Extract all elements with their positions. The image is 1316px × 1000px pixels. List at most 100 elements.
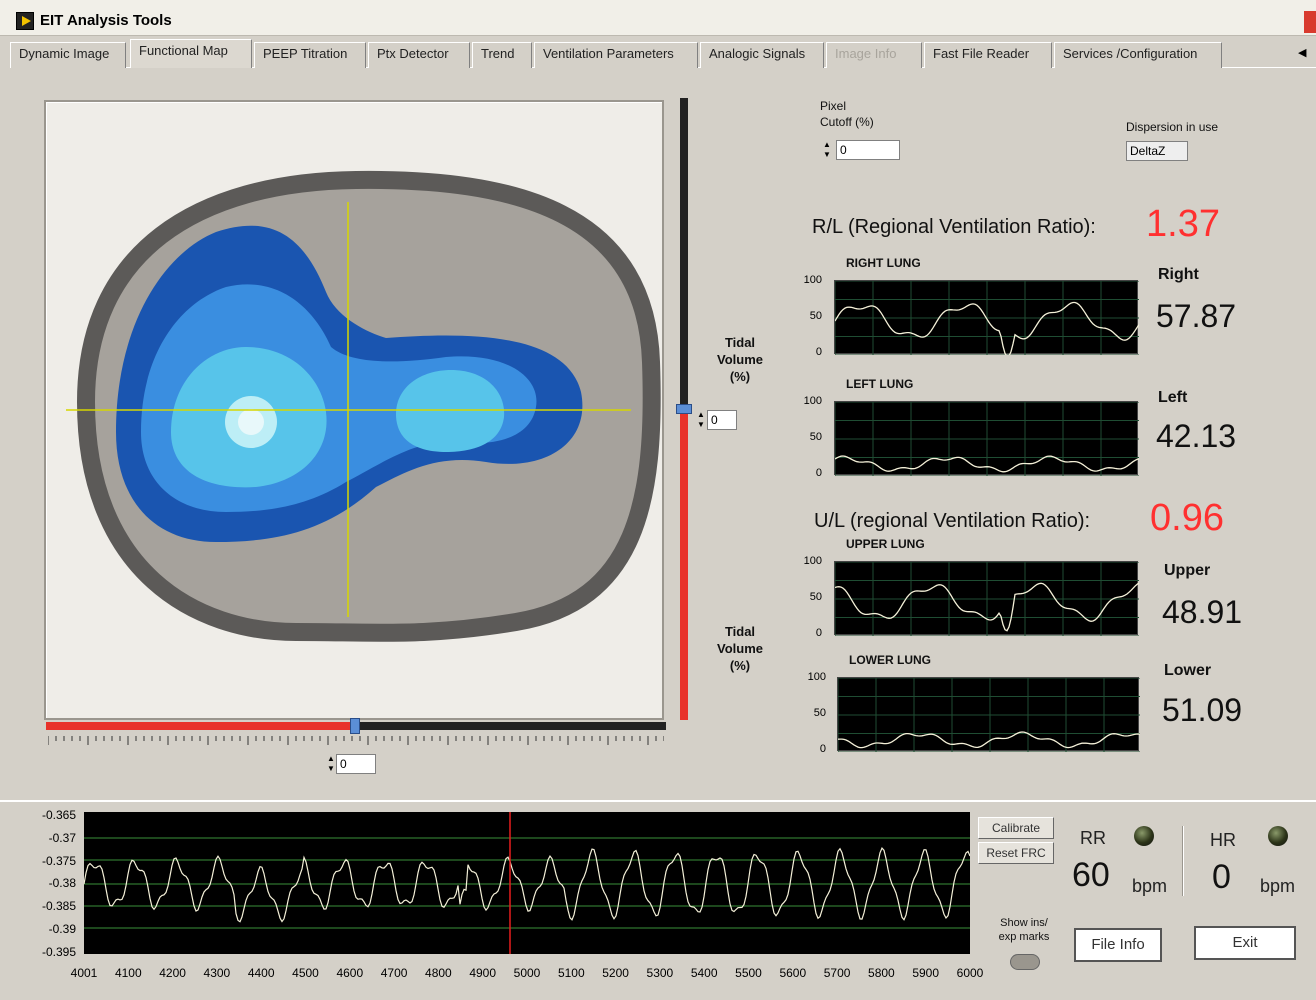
tab-peep-titration[interactable]: PEEP Titration [254,42,366,68]
lower-axis-50: 50 [813,707,826,719]
left-lung-trace [834,401,1140,477]
tab-ptx-detector[interactable]: Ptx Detector [368,42,470,68]
waveform-x-tick: 4900 [469,966,497,980]
right-lung-title: RIGHT LUNG [846,256,921,270]
pixel-cutoff-label-line1: Pixel [820,99,847,113]
right-lung-trace [834,280,1140,358]
tidal-volume-label-top: Tidal Volume (%) [712,334,768,385]
pixel-cutoff-input[interactable]: 0 [836,140,900,160]
rr-led-icon [1134,826,1154,846]
hr-unit: bpm [1260,876,1296,896]
vitals-divider [1182,826,1184,896]
waveform-x-tick: 4200 [159,966,186,980]
waveform-y-tick: -0.375 [41,853,76,868]
horizontal-slider-input[interactable]: 0 [336,754,376,774]
vertical-slider-spin-icon[interactable]: ▲ ▼ [697,410,705,429]
waveform-x-tick: 5400 [690,966,718,980]
tidal-volume-top-line1: Tidal [724,335,756,350]
waveform-y-tick: -0.385 [41,899,76,914]
lower-side-label: Lower [1164,662,1212,679]
waveform-x-tick: 4700 [380,966,408,980]
close-icon[interactable] [1304,11,1316,33]
right-lung-chart [834,280,1140,358]
tab-dynamic-image[interactable]: Dynamic Image [10,42,126,68]
waveform-x-tick: 5800 [868,966,895,980]
waveform-x-tick: 5300 [646,966,674,980]
lower-lung-chart [837,677,1141,753]
left-lung-title: LEFT LUNG [846,377,914,391]
waveform-x-tick: 4600 [336,966,364,980]
waveform-x-tick: 4500 [292,966,319,980]
title-bar: EIT Analysis Tools [0,0,1316,36]
rr-unit: bpm [1132,876,1168,896]
exit-button[interactable]: Exit [1194,926,1296,960]
waveform-x-tick: 6000 [956,966,984,980]
tidal-volume-top-line3: (%) [729,369,751,384]
vertical-slider-thumb[interactable] [676,404,692,414]
pixel-cutoff-spin-icon[interactable]: ▲ ▼ [823,140,831,159]
right-side-label: Right [1158,266,1199,283]
tidal-volume-bottom-line3: (%) [729,658,751,673]
tab-ventilation-parameters[interactable]: Ventilation Parameters [534,42,698,68]
waveform-x-tick: 5600 [779,966,807,980]
ul-ratio-value: 0.96 [1150,497,1224,539]
tidal-volume-bottom-line1: Tidal [724,624,756,639]
impedance-waveform-chart [83,812,971,954]
tab-fast-file-reader[interactable]: Fast File Reader [924,42,1052,68]
waveform-x-tick: 5100 [557,966,585,980]
horizontal-ruler [48,736,664,745]
horizontal-slider-fill [46,722,356,730]
horizontal-slider-spin-icon[interactable]: ▲ ▼ [327,754,335,773]
window-title: EIT Analysis Tools [40,12,172,29]
ul-ratio-label: U/L (regional Ventilation Ratio): [814,510,1091,532]
upper-axis-0: 0 [815,627,822,639]
calibrate-button[interactable]: Calibrate [978,817,1054,839]
show-marks-label-line2: exp marks [998,931,1050,943]
right-axis-0: 0 [815,346,822,358]
waveform-x-tick: 4001 [70,966,98,980]
waveform-y-tick: -0.38 [48,876,76,891]
vertical-slider-fill [680,410,688,720]
left-side-label: Left [1158,389,1188,406]
upper-axis-50: 50 [809,591,822,603]
tidal-volume-top-line2: Volume [717,352,763,367]
right-value: 57.87 [1156,298,1237,334]
dispersion-value: DeltaZ [1126,141,1188,161]
pixel-cutoff-label-line2: Cutoff (%) [820,115,874,129]
waveform-y-tick: -0.39 [48,922,76,936]
tab-scroll-left-icon[interactable]: ◀ [1298,47,1307,59]
left-axis-100: 100 [803,395,822,407]
right-axis-100: 100 [803,274,822,286]
rl-ratio-value: 1.37 [1146,203,1220,245]
lower-axis-0: 0 [819,743,826,755]
show-marks-toggle[interactable] [1010,954,1040,970]
tab-analogic-signals[interactable]: Analogic Signals [700,42,824,68]
show-marks-label-line1: Show ins/ [1000,917,1048,929]
dispersion-label: Dispersion in use [1126,120,1219,134]
waveform-x-tick: 5200 [602,966,629,980]
tab-trend[interactable]: Trend [472,42,532,68]
pixel-cutoff-label: Pixel Cutoff (%) [820,98,874,130]
waveform-x-tick: 4800 [425,966,452,980]
functional-map-image [44,100,664,720]
tidal-volume-label-bottom: Tidal Volume (%) [712,623,768,674]
waveform-y-tick: -0.365 [41,808,76,822]
file-info-button[interactable]: File Info [1074,928,1162,962]
left-value: 42.13 [1156,418,1237,454]
upper-value: 48.91 [1162,594,1243,630]
vertical-slider-input[interactable]: 0 [707,410,737,430]
tab-image-info: Image Info [826,42,922,68]
tab-functional-map[interactable]: Functional Map [130,39,252,68]
rl-ratio-label: R/L (Regional Ventilation Ratio): [812,216,1096,238]
tab-services-configuration[interactable]: Services /Configuration [1054,42,1222,68]
horizontal-slider-thumb[interactable] [350,718,360,734]
tidal-volume-bottom-line2: Volume [717,641,763,656]
reset-frc-button[interactable]: Reset FRC [978,842,1054,864]
hr-led-icon [1268,826,1288,846]
waveform-x-tick: 5900 [912,966,940,980]
lower-lung-title: LOWER LUNG [849,653,931,667]
rr-value: 60 [1072,856,1110,894]
waveform-x-tick: 4400 [247,966,275,980]
waveform-x-tick: 4300 [203,966,231,980]
